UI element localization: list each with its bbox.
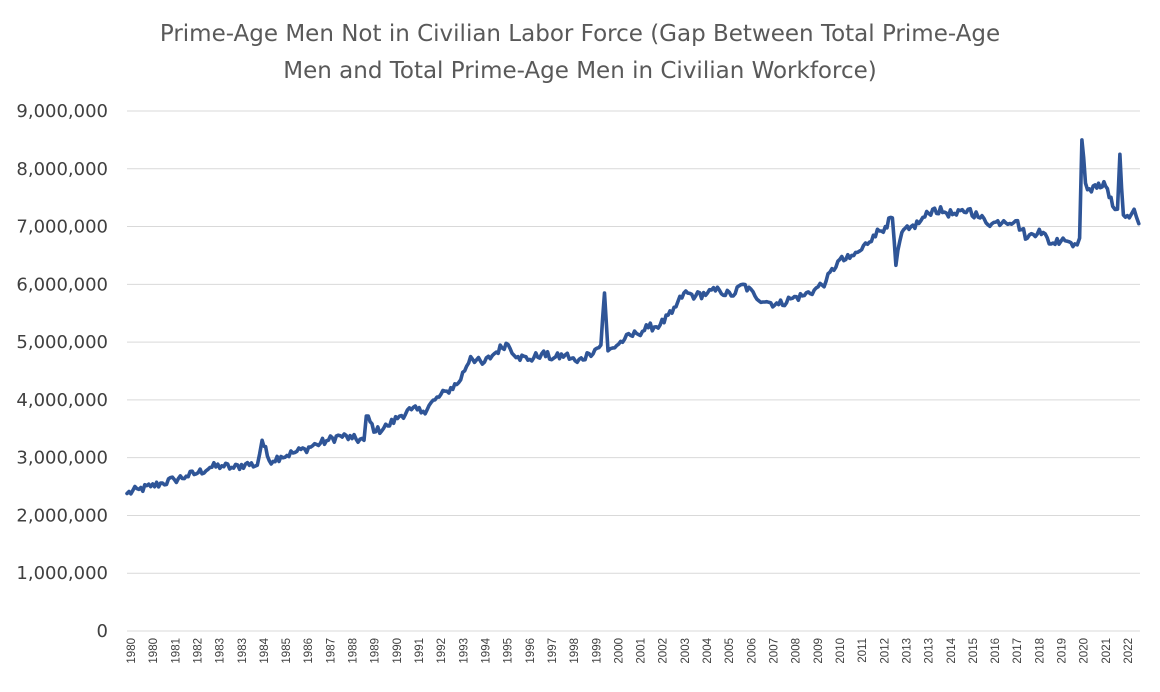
- x-tick-label: 1982: [192, 638, 204, 664]
- x-tick-label: 1986: [303, 638, 315, 664]
- x-tick-label: 1996: [525, 638, 537, 664]
- x-tick-label: 2017: [1012, 638, 1024, 664]
- x-tick-label: 2015: [968, 638, 980, 664]
- x-tick-label: 2006: [746, 638, 758, 664]
- x-tick-label: 2013: [901, 638, 913, 664]
- x-tick-label: 2013: [924, 638, 936, 664]
- y-tick-label: 7,000,000: [16, 217, 108, 238]
- x-tick-label: 2019: [1057, 638, 1069, 664]
- x-tick-label: 1997: [547, 638, 559, 664]
- x-tick-label: 2001: [636, 638, 648, 664]
- x-tick-label: 1983: [237, 638, 249, 664]
- x-tick-label: 2007: [769, 638, 781, 664]
- x-tick-label: 1991: [414, 638, 426, 664]
- x-tick-label: 2022: [1123, 638, 1135, 664]
- y-tick-label: 3,000,000: [16, 448, 108, 469]
- x-axis-ticks: 1980 1980 1981 1982 1983 1983 1984 1985 1986 1987…: [126, 637, 1135, 663]
- x-tick-label: 1981: [170, 638, 182, 664]
- chart-title-line-2: Men and Total Prime-Age Men in Civilian …: [283, 58, 876, 84]
- x-tick-label: 2012: [879, 638, 891, 664]
- series-line: [125, 138, 1141, 496]
- x-tick-label: 2005: [724, 638, 736, 664]
- x-tick-label: 2011: [857, 638, 869, 663]
- x-tick-label: 2000: [613, 638, 625, 664]
- x-tick-label: 2020: [1079, 638, 1091, 664]
- x-tick-label: 2002: [658, 638, 670, 664]
- y-tick-label: 6,000,000: [16, 274, 108, 295]
- x-tick-label: 2003: [680, 638, 692, 664]
- x-tick-label: 1995: [503, 638, 515, 664]
- y-tick-label: 0: [97, 621, 108, 642]
- x-tick-label: 1984: [259, 637, 271, 663]
- y-tick-label: 5,000,000: [16, 332, 108, 353]
- x-tick-label: 2018: [1034, 638, 1046, 664]
- x-tick-label: 2008: [791, 638, 803, 664]
- y-axis-ticks: 0 1,000,000 2,000,000 3,000,000 4,000,000 5,0…: [16, 101, 108, 642]
- x-tick-label: 1988: [348, 638, 360, 664]
- x-tick-label: 2010: [835, 638, 847, 664]
- x-tick-label: 1999: [591, 638, 603, 664]
- x-tick-label: 1989: [370, 638, 382, 664]
- y-tick-label: 2,000,000: [16, 505, 108, 526]
- chart-title-line-1: Prime-Age Men Not in Civilian Labor Forc…: [160, 21, 1000, 47]
- y-tick-label: 1,000,000: [16, 563, 108, 584]
- x-tick-label: 1980: [148, 638, 160, 664]
- y-tick-label: 9,000,000: [16, 101, 108, 122]
- x-tick-label: 2009: [813, 638, 825, 664]
- x-tick-label: 1992: [436, 638, 448, 664]
- y-tick-label: 8,000,000: [16, 159, 108, 180]
- x-tick-label: 1990: [392, 638, 404, 664]
- x-tick-label: 1985: [281, 638, 293, 664]
- x-tick-label: 1980: [126, 638, 138, 664]
- x-tick-label: 1998: [569, 638, 581, 664]
- x-tick-label: 1983: [215, 638, 227, 664]
- gridlines: [127, 110, 1140, 632]
- x-tick-label: 2021: [1101, 638, 1113, 664]
- series-layer: [125, 138, 1141, 496]
- x-tick-label: 1994: [480, 637, 492, 663]
- x-tick-label: 2004: [702, 637, 714, 663]
- x-tick-label: 2014: [946, 637, 958, 663]
- y-tick-label: 4,000,000: [16, 390, 108, 411]
- x-tick-label: 1993: [458, 638, 470, 664]
- x-tick-label: 2016: [990, 638, 1002, 664]
- x-tick-label: 1987: [325, 638, 337, 664]
